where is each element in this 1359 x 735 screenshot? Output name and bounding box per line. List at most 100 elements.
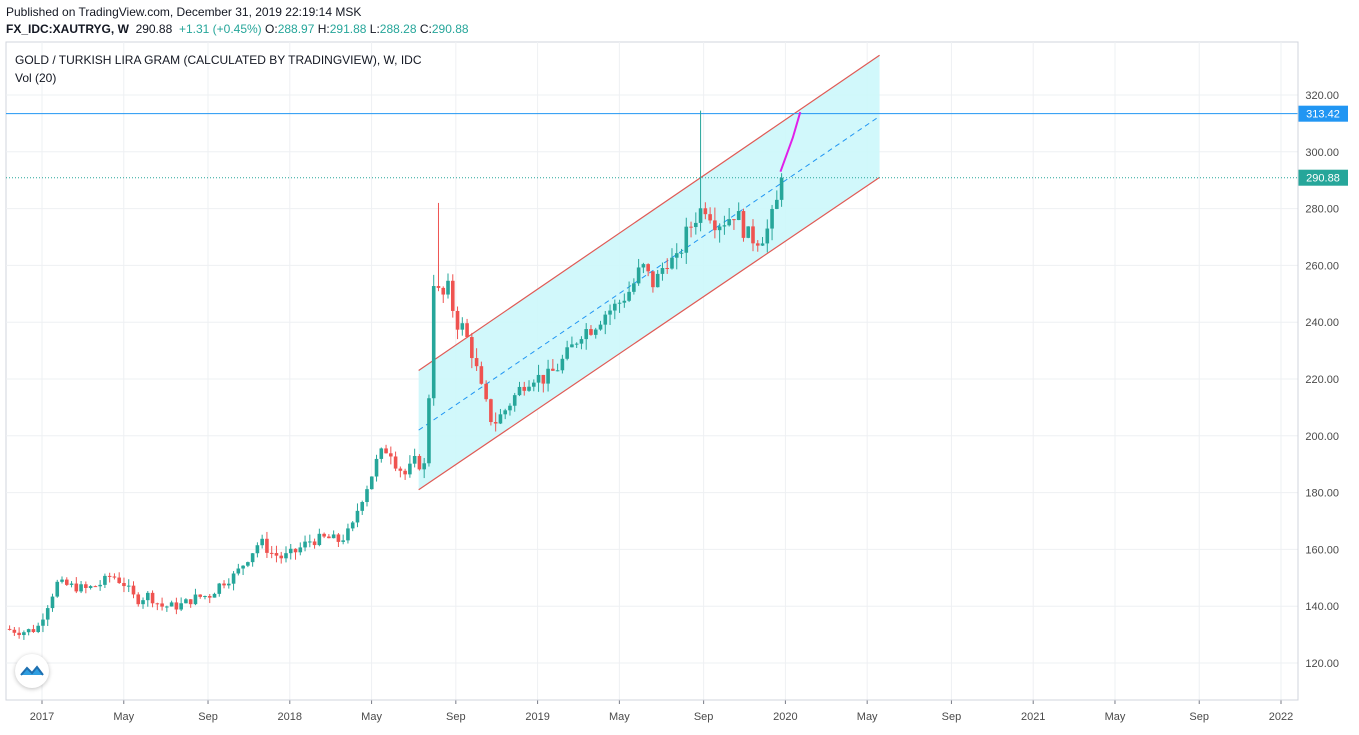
x-tick-label: 2018 — [278, 711, 302, 723]
last-price-tag — [1298, 169, 1348, 186]
candle-body — [651, 271, 655, 288]
candle-body — [679, 252, 684, 254]
candle-body — [770, 208, 774, 229]
last-price-label: 290.88 — [1306, 173, 1340, 185]
candle-body — [450, 280, 455, 311]
candle-body — [555, 370, 560, 372]
y-tick-label: 300.00 — [1305, 147, 1339, 159]
candle-body — [479, 366, 484, 384]
close-value: 290.88 — [431, 22, 469, 36]
candle-body — [775, 199, 779, 209]
candle-body — [713, 220, 717, 231]
candle-body — [636, 267, 641, 284]
candle-body — [603, 314, 608, 325]
candle-body — [17, 632, 21, 636]
volume-indicator-label[interactable]: Vol (20) — [15, 71, 57, 85]
candle-body — [422, 463, 426, 470]
candle-body — [193, 594, 198, 605]
candle-body — [608, 310, 612, 315]
projection-line — [779, 111, 802, 173]
candle-body — [122, 583, 126, 587]
candle-body — [265, 538, 269, 553]
y-tick-label: 320.00 — [1305, 90, 1339, 102]
candle-body — [293, 548, 298, 553]
candle-body — [55, 581, 60, 597]
candle-body — [274, 553, 279, 556]
candle-body — [746, 226, 751, 238]
channel-lower-line — [418, 176, 880, 491]
candle-body — [7, 628, 12, 630]
candle-body — [312, 541, 317, 546]
candle-body — [188, 599, 193, 605]
candle-body — [560, 358, 565, 371]
candle-body — [417, 455, 422, 470]
regression-channel[interactable] — [418, 54, 880, 491]
candle-body — [241, 565, 245, 569]
x-tick-label: Sep — [446, 711, 466, 723]
candle-body — [231, 573, 236, 584]
candle-body — [384, 448, 388, 454]
candle-body — [136, 594, 141, 605]
candle-body — [93, 586, 98, 588]
x-tick-label: 2021 — [1021, 711, 1045, 723]
x-tick-label: May — [609, 711, 630, 723]
candle-body — [327, 536, 331, 539]
candle-body — [427, 398, 431, 464]
candle-body — [674, 253, 679, 258]
candle-body — [227, 583, 231, 586]
candle-body — [212, 593, 217, 598]
candle-body — [198, 594, 203, 597]
candle-body — [446, 280, 450, 295]
candle-body — [717, 226, 722, 231]
candle-body — [703, 208, 708, 215]
candle-body — [531, 382, 536, 387]
candle-body — [732, 219, 736, 221]
candle-body — [546, 368, 550, 384]
y-tick-label: 180.00 — [1305, 488, 1339, 500]
candle-body — [112, 576, 117, 578]
candle-body — [317, 533, 322, 546]
candle-body — [455, 310, 460, 330]
low-value: 288.28 — [379, 22, 417, 36]
candle-body — [408, 463, 412, 475]
candle-body — [369, 476, 374, 490]
x-tick-label: Sep — [1189, 711, 1209, 723]
candle-body — [622, 300, 627, 303]
candle-body — [684, 226, 689, 253]
candle-body — [393, 456, 398, 469]
y-tick-label: 280.00 — [1305, 204, 1339, 216]
candle-body — [179, 603, 183, 610]
candle-body — [741, 211, 746, 238]
candle-body — [246, 562, 250, 566]
tradingview-logo[interactable] — [15, 654, 49, 688]
candle-body — [79, 584, 83, 592]
candle-body — [298, 547, 303, 553]
candle-body — [350, 522, 355, 529]
chart-title: GOLD / TURKISH LIRA GRAM (CALCULATED BY … — [15, 53, 422, 67]
candle-body — [346, 528, 350, 541]
candle-body — [31, 629, 36, 632]
y-tick-label: 260.00 — [1305, 260, 1339, 272]
candle-body — [284, 553, 288, 559]
candle-body — [431, 286, 436, 399]
resistance-price-label: 313.42 — [1306, 109, 1340, 121]
axes: 120.00 140.00 160.00 180.00 200.00 220.00 240.… — [6, 42, 1339, 723]
horizontal-lines[interactable]: 313.42 290.88 — [6, 105, 1348, 186]
candle-body — [22, 632, 26, 636]
candle-body — [670, 257, 674, 269]
published-line: Published on TradingView.com, December 3… — [6, 5, 362, 19]
plot-frame — [5, 41, 1299, 701]
candle-body — [360, 502, 365, 511]
projection[interactable] — [779, 111, 802, 173]
candle-body — [288, 548, 293, 554]
candle-body — [60, 579, 64, 582]
candle-body — [26, 629, 31, 633]
candle-body — [751, 226, 755, 244]
candle-body — [436, 286, 441, 288]
candle-body — [574, 343, 579, 345]
ticker-row: FX_IDC:XAUTRYG, W 290.88 +1.31 (+0.45%) … — [6, 22, 469, 36]
x-tick-label: Sep — [942, 711, 962, 723]
candle-body — [474, 358, 479, 367]
candle-body — [527, 386, 531, 391]
